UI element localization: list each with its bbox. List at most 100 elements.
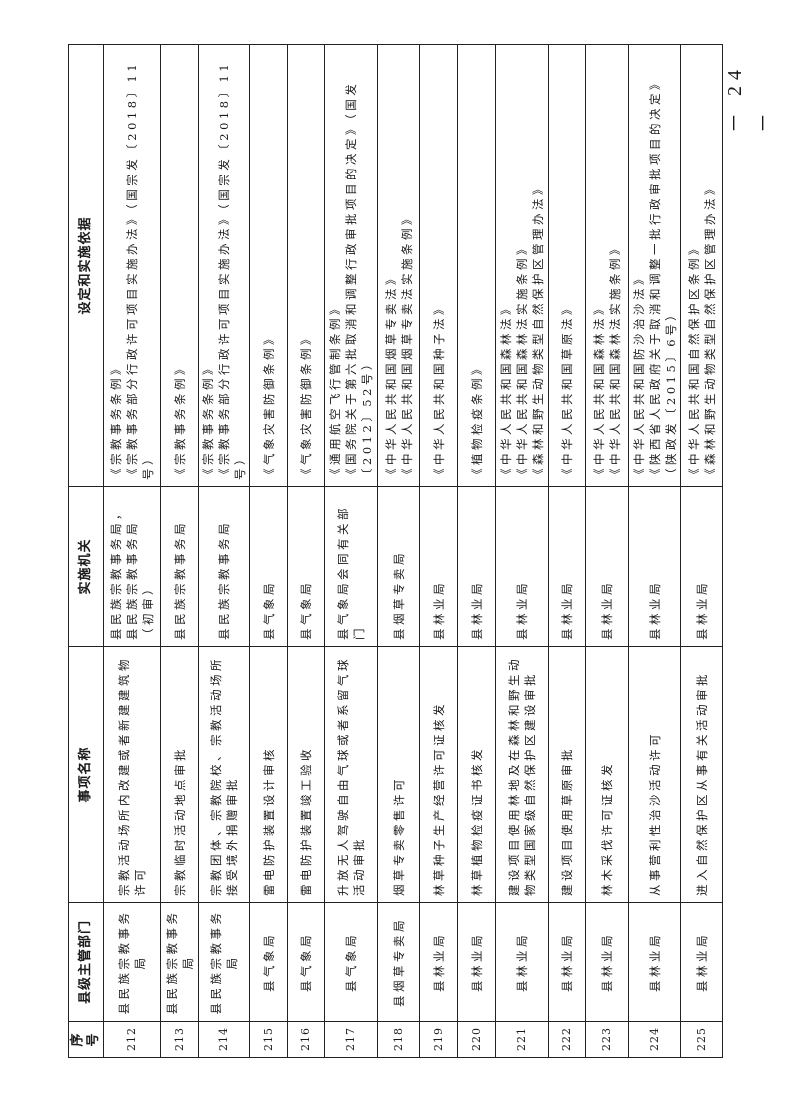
basis-line: 《陕西省人民政府关于取消和调整一批行政审批项目的决定》（陕政发〔2015〕6号） [647, 75, 678, 480]
row-number: 217 [324, 1021, 378, 1058]
basis-cell: 《中华人民共和国森林法》 《中华人民共和国森林法实施条例》 《森林和野生动物类型自然… [495, 44, 549, 487]
row-number: 221 [495, 1021, 549, 1058]
table-row: 225 县林业局 进入自然保护区从事有关活动审批 县林业局 《中华人民共和国自然保护区条… [680, 44, 723, 1058]
basis-line: 《森林和野生动物类型自然保护区管理办法》 [531, 180, 545, 480]
agency-cell: 县民族宗教事务局，县民族宗教事务局（初审） [103, 486, 161, 647]
page-number: － 24 － [724, 64, 775, 133]
dept-cell: 县林业局 [495, 902, 549, 1022]
dept-cell: 县民族宗教事务局 [198, 902, 250, 1022]
item-name-cell: 建设项目使用林地及在森林和野生动物类型国家级自然保护区建设审批 [495, 646, 549, 903]
approval-items-table: 序号 县级主管部门 事项名称 实施机关 设定和实施依据 212 县民族宗教事务局宗… [68, 44, 723, 1058]
header-no: 序号 [68, 1021, 104, 1058]
agency-cell: 县烟草专卖局 [377, 486, 420, 647]
basis-line: 《宗教事务部分行政许可项目实施办法》（国宗发〔2018〕11号） [217, 60, 247, 480]
basis-cell: 《中华人民共和国森林法》 《中华人民共和国森林法实施条例》 [585, 44, 629, 487]
basis-line: 《宗教事务条例》 [109, 360, 123, 480]
basis-cell: 《中华人民共和国烟草专卖法》 《中华人民共和国烟草专卖法实施条例》 [377, 44, 420, 487]
basis-cell: 《宗教事务条例》 《宗教事务部分行政许可项目实施办法》（国宗发〔2018〕11号） [198, 44, 250, 487]
table-row: 223 县林业局 林木采伐许可证核发 县林业局 《中华人民共和国森林法》 《中华人民共和国… [585, 44, 629, 1058]
basis-cell: 《中华人民共和国自然保护区条例》 《森林和野生动物类型自然保护区管理办法》 [680, 44, 723, 487]
dept-cell: 县林业局 [419, 902, 458, 1022]
basis-cell: 《宗教事务条例》 [160, 44, 199, 487]
table-row: 218 县烟草专卖局 烟草专卖零售许可 县烟草专卖局 《中华人民共和国烟草专卖法》 《中华… [377, 44, 420, 1058]
table-row: 216 县气象局 雷电防护装置竣工验收 县气象局 《气象灾害防御条例》 [287, 44, 325, 1058]
dept-cell: 县林业局 [548, 902, 586, 1022]
basis-cell: 《通用航空飞行管制条例》 《国务院关于第六批取消和调整行政审批项目的决定》（国发〔… [324, 44, 378, 487]
agency-cell: 县林业局 [680, 486, 723, 647]
agency-cell: 县林业局 [457, 486, 496, 647]
basis-line: 《中华人民共和国烟草专卖法》 [383, 270, 398, 480]
agency-cell: 县气象局 [287, 486, 325, 647]
dept-cell: 县林业局 [585, 902, 629, 1022]
rotated-page: 序号 县级主管部门 事项名称 实施机关 设定和实施依据 212 县民族宗教事务局宗… [68, 44, 775, 1058]
table-row: 219 县林业局 林草种子生产经营许可证核发 县林业局 《中华人民共和国种子法》 [419, 44, 458, 1058]
row-number: 220 [457, 1021, 496, 1058]
header-row: 序号 县级主管部门 事项名称 实施机关 设定和实施依据 [68, 44, 104, 1058]
dept-cell: 县林业局 [680, 902, 723, 1022]
row-number: 223 [585, 1021, 629, 1058]
table-body: 212 县民族宗教事务局 宗教活动场所内改建或者新建建筑物许可 县民族宗教事务局，县民… [103, 44, 723, 1058]
basis-line: 《植物检疫条例》 [469, 360, 484, 480]
dept-cell: 县气象局 [249, 902, 288, 1022]
basis-cell: 《宗教事务条例》 《宗教事务部分行政许可项目实施办法》（国宗发〔2018〕11号） [103, 44, 161, 487]
table-row: 217 县气象局 升放无人驾驶自由气球或者系留气球活动审批 县气象局会同有关部门 《通用… [324, 44, 378, 1058]
basis-line: 《中华人民共和国森林法》 [499, 300, 513, 480]
basis-line: 《中华人民共和国草原法》 [560, 300, 574, 480]
agency-cell: 县气象局 [249, 486, 288, 647]
basis-line: 《国务院关于第六批取消和调整行政审批项目的决定》（国发〔2012〕52号） [344, 80, 374, 480]
basis-line: 《森林和野生动物类型自然保护区管理办法》 [702, 180, 717, 480]
item-name-cell: 宗教临时活动地点审批 [160, 646, 199, 903]
item-name-cell: 宗教活动场所内改建或者新建建筑物许可 [103, 646, 161, 903]
table-row: 220 县林业局 林草植物检疫证书核发 县林业局 《植物检疫条例》 [457, 44, 496, 1058]
dept-cell: 县林业局 [628, 902, 681, 1022]
basis-cell: 《中华人民共和国草原法》 [548, 44, 586, 487]
item-name-cell: 升放无人驾驶自由气球或者系留气球活动审批 [324, 646, 378, 903]
dept-cell: 县气象局 [324, 902, 378, 1022]
basis-cell: 《中华人民共和国防沙治沙法》 《陕西省人民政府关于取消和调整一批行政审批项目的决定… [628, 44, 681, 487]
basis-cell: 《气象灾害防御条例》 [287, 44, 325, 487]
agency-cell: 县林业局 [548, 486, 586, 647]
header-item: 事项名称 [68, 646, 104, 903]
item-name-cell: 从事营利性治沙活动许可 [628, 646, 681, 903]
row-number: 216 [287, 1021, 325, 1058]
basis-cell: 《中华人民共和国种子法》 [419, 44, 458, 487]
item-name-cell: 雷电防护装置设计审核 [249, 646, 288, 903]
agency-cell: 县林业局 [495, 486, 549, 647]
item-name-cell: 林木采伐许可证核发 [585, 646, 629, 903]
basis-cell: 《气象灾害防御条例》 [249, 44, 288, 487]
table-row: 212 县民族宗教事务局 宗教活动场所内改建或者新建建筑物许可 县民族宗教事务局，县民… [103, 44, 161, 1058]
dept-cell: 县民族宗教事务局 [160, 902, 199, 1022]
basis-line: 《气象灾害防御条例》 [299, 330, 313, 480]
item-name-cell: 烟草专卖零售许可 [377, 646, 420, 903]
basis-line: 《气象灾害防御条例》 [261, 330, 276, 480]
agency-cell: 县林业局 [585, 486, 629, 647]
row-number: 225 [680, 1021, 723, 1058]
basis-line: 《宗教事务条例》 [201, 360, 215, 480]
row-number: 222 [548, 1021, 586, 1058]
dept-cell: 县烟草专卖局 [377, 902, 420, 1022]
basis-line: 《中华人民共和国烟草专卖法实施条例》 [399, 210, 414, 480]
basis-line: 《通用航空飞行管制条例》 [328, 300, 342, 480]
basis-line: 《中华人民共和国森林法》 [592, 300, 606, 480]
table-row: 221 县林业局 建设项目使用林地及在森林和野生动物类型国家级自然保护区建设审批 县林… [495, 44, 549, 1058]
item-name-cell: 进入自然保护区从事有关活动审批 [680, 646, 723, 903]
basis-line: 《中华人民共和国森林法实施条例》 [515, 240, 529, 480]
header-dept: 县级主管部门 [68, 902, 104, 1022]
basis-line: 《中华人民共和国种子法》 [431, 300, 446, 480]
table-row: 214 县民族宗教事务局 宗教团体、宗教院校、宗教活动场所接受境外捐赠审批 县民族宗教… [198, 44, 250, 1058]
basis-cell: 《植物检疫条例》 [457, 44, 496, 487]
item-name-cell: 雷电防护装置竣工验收 [287, 646, 325, 903]
row-number: 213 [160, 1021, 199, 1058]
basis-line: 《中华人民共和国自然保护区条例》 [686, 240, 701, 480]
item-name-cell: 林草种子生产经营许可证核发 [419, 646, 458, 903]
agency-cell: 县林业局 [628, 486, 681, 647]
agency-cell: 县气象局会同有关部门 [324, 486, 378, 647]
item-name-cell: 宗教团体、宗教院校、宗教活动场所接受境外捐赠审批 [198, 646, 250, 903]
agency-cell: 县林业局 [419, 486, 458, 647]
agency-cell: 县民族宗教事务局 [198, 486, 250, 647]
dept-cell: 县气象局 [287, 902, 325, 1022]
table-row: 222 县林业局 建设项目使用草原审批 县林业局 《中华人民共和国草原法》 [548, 44, 586, 1058]
header-basis: 设定和实施依据 [68, 44, 104, 487]
table-row: 224 县林业局 从事营利性治沙活动许可 县林业局 《中华人民共和国防沙治沙法》 《陕西省… [628, 44, 681, 1058]
row-number: 218 [377, 1021, 420, 1058]
